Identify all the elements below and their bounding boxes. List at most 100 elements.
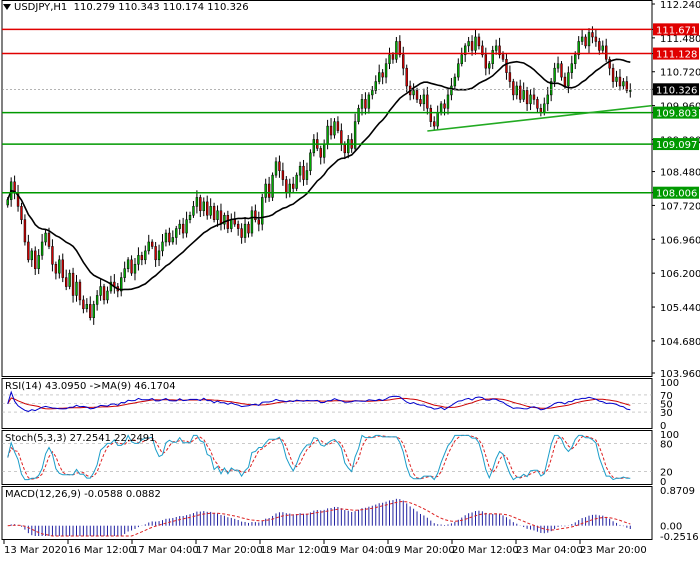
- candle-body: [560, 63, 563, 78]
- candle-body: [398, 41, 402, 56]
- candle-body: [133, 264, 137, 274]
- candle-body: [336, 121, 340, 131]
- price-tick-label: 104.680: [660, 337, 700, 348]
- candle-body: [443, 103, 446, 109]
- candle-body: [322, 143, 326, 158]
- candle-body: [226, 214, 230, 229]
- candle-body: [601, 45, 604, 51]
- candle-body: [391, 54, 395, 60]
- candle-body: [463, 45, 467, 56]
- candle-body: [64, 277, 68, 287]
- candle-body: [264, 183, 267, 198]
- candle-body: [594, 36, 598, 42]
- ohlc-open: 110.279: [73, 2, 116, 13]
- candle-body: [147, 241, 150, 252]
- candle-body: [598, 41, 601, 51]
- collapse-icon[interactable]: [3, 4, 11, 10]
- candle-body: [51, 246, 54, 265]
- candle-body: [415, 90, 419, 100]
- candle-body: [298, 165, 302, 176]
- candle-body: [498, 45, 501, 56]
- candle-body: [20, 206, 23, 220]
- time-axis-label: 17 Mar 20:00: [196, 545, 263, 556]
- candle-body: [450, 85, 453, 96]
- candle-body: [243, 223, 247, 238]
- candle-body: [615, 76, 618, 82]
- rsi-title: RSI(14) 43.0950 ->MA(9) 46.1704: [5, 381, 176, 392]
- rsi-tick-label: 0: [660, 421, 666, 432]
- candle-body: [580, 36, 584, 42]
- price-tick-label: 105.440: [660, 303, 700, 314]
- candle-body: [536, 99, 539, 109]
- candle-body: [402, 54, 405, 69]
- candle-body: [288, 183, 291, 194]
- candle-body: [192, 206, 195, 216]
- time-axis-label: 17 Mar 04:00: [132, 545, 199, 556]
- macd-tick-label: 0.00: [660, 522, 682, 533]
- price-tick-label: 106.200: [660, 269, 700, 280]
- stoch-tick-label: 0: [660, 477, 666, 488]
- moving-average-line: [6, 58, 631, 291]
- candle-body: [126, 259, 130, 269]
- price-tick-label: 110.720: [660, 68, 700, 79]
- candle-body: [433, 121, 436, 127]
- support-price-label: 108.006: [656, 189, 697, 200]
- candle-body: [230, 219, 233, 229]
- candle-body: [326, 125, 329, 145]
- symbol-label: USDJPY,H1: [14, 2, 68, 13]
- candle-body: [563, 76, 567, 87]
- candle-body: [219, 210, 223, 225]
- candle-body: [605, 45, 608, 60]
- candle-body: [240, 228, 243, 238]
- rsi-tick-label: 50: [660, 400, 673, 411]
- candle-body: [236, 223, 240, 229]
- candle-body: [267, 183, 271, 198]
- candle-body: [553, 67, 556, 82]
- price-tick-label: 106.960: [660, 235, 700, 246]
- candle-body: [209, 206, 212, 216]
- candle-body: [312, 139, 316, 154]
- candle-body: [381, 72, 384, 78]
- candle-body: [505, 59, 508, 73]
- candle-body: [85, 304, 89, 310]
- candle-body: [467, 41, 470, 47]
- support-price-label: 109.803: [656, 109, 697, 120]
- candle-body: [106, 290, 109, 301]
- candle-body: [494, 45, 498, 51]
- candle-body: [577, 41, 580, 56]
- candle-body: [491, 50, 494, 64]
- candle-body: [23, 219, 27, 243]
- candle-body: [292, 183, 295, 189]
- candle-body: [68, 272, 71, 287]
- resistance-price-label: 111.671: [656, 25, 697, 36]
- candle-body: [309, 152, 312, 171]
- rsi-ma-line: [7, 397, 631, 410]
- candle-body: [302, 165, 305, 180]
- time-axis-label: 18 Mar 12:00: [260, 545, 327, 556]
- candle-body: [439, 103, 443, 113]
- candle-body: [532, 94, 536, 100]
- rsi-tick-label: 30: [660, 408, 673, 419]
- stoch-tick-label: 20: [660, 468, 673, 479]
- candle-body: [395, 41, 398, 60]
- time-axis-label: 23 Mar 04:00: [516, 545, 583, 556]
- candle-body: [388, 54, 391, 64]
- candle-body: [40, 241, 44, 256]
- candle-body: [195, 197, 199, 207]
- resistance-label-bg: [653, 47, 699, 60]
- candle-body: [188, 214, 192, 220]
- candle-body: [61, 259, 64, 278]
- candle-body: [212, 206, 216, 220]
- price-tick-label: 108.480: [660, 168, 700, 179]
- candle-body: [512, 81, 515, 96]
- time-axis-label: 13 Mar 2020: [4, 545, 67, 556]
- candle-body: [353, 121, 357, 149]
- support-label-bg: [653, 138, 699, 151]
- candle-body: [171, 237, 175, 243]
- resistance-price-label: 111.128: [656, 50, 697, 61]
- candle-body: [123, 268, 126, 278]
- candle-body: [519, 85, 522, 100]
- candle-body: [30, 250, 33, 261]
- candle-body: [422, 94, 426, 105]
